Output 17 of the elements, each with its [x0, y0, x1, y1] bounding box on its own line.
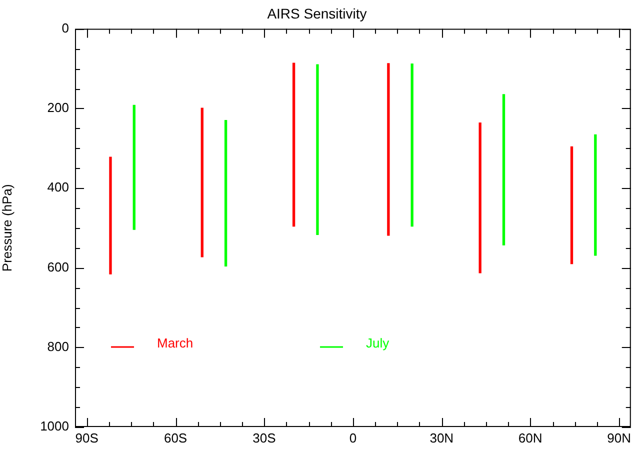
x-tick-label: 60N — [518, 430, 542, 446]
y-tick-label: 600 — [47, 259, 69, 274]
x-tick-label: 60S — [164, 430, 188, 446]
chart-title: AIRS Sensitivity — [267, 5, 367, 22]
legend-label: March — [157, 336, 194, 351]
x-tick-label: 30S — [252, 430, 276, 446]
x-tick-label: 90S — [75, 430, 99, 446]
y-tick-label: 200 — [47, 100, 69, 116]
legend-label: July — [366, 336, 390, 351]
x-tick-label: 30N — [430, 430, 454, 446]
y-axis-title: Pressure (hPa) — [0, 184, 14, 272]
y-tick-label: 800 — [47, 338, 69, 354]
x-tick-label: 90N — [607, 430, 631, 446]
y-tick-label: 400 — [47, 180, 69, 195]
y-tick-label: 0 — [62, 20, 69, 36]
x-tick-label: 0 — [349, 430, 357, 446]
y-tick-label: 1000 — [40, 418, 69, 434]
